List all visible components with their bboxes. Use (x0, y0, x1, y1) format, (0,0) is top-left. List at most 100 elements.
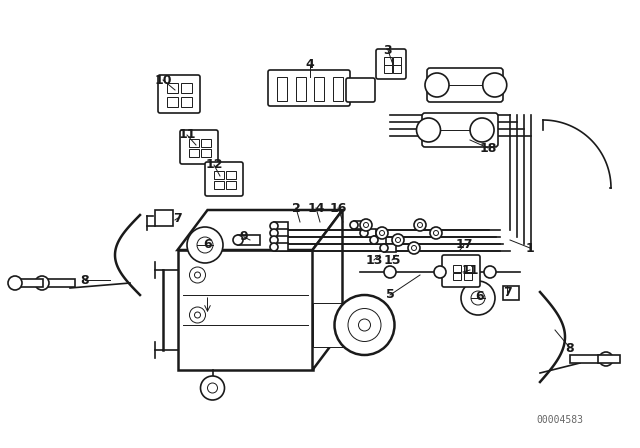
Bar (384, 244, 396, 252)
FancyBboxPatch shape (376, 49, 406, 79)
Bar (214, 171, 224, 179)
Circle shape (380, 231, 385, 236)
Bar (226, 181, 236, 189)
Polygon shape (312, 210, 342, 370)
Circle shape (358, 319, 371, 331)
Bar (296, 77, 306, 101)
Bar (201, 149, 211, 157)
Circle shape (187, 227, 223, 263)
FancyBboxPatch shape (180, 130, 218, 164)
Bar (274, 243, 288, 251)
FancyBboxPatch shape (422, 113, 498, 147)
Circle shape (195, 312, 200, 318)
Text: 5: 5 (386, 289, 394, 302)
Circle shape (233, 235, 243, 245)
Text: 4: 4 (306, 59, 314, 72)
Circle shape (360, 229, 368, 237)
Bar (277, 77, 287, 101)
Bar (384, 65, 392, 73)
FancyBboxPatch shape (205, 162, 243, 196)
Bar (181, 83, 192, 93)
Circle shape (414, 219, 426, 231)
Circle shape (408, 242, 420, 254)
Circle shape (364, 223, 369, 228)
Circle shape (380, 244, 388, 252)
Text: 3: 3 (384, 43, 392, 56)
Text: 7: 7 (502, 285, 511, 298)
Bar (177, 250, 312, 370)
Bar (45, 279, 75, 287)
Circle shape (189, 267, 205, 283)
Bar (314, 77, 324, 101)
Circle shape (425, 73, 449, 97)
FancyBboxPatch shape (158, 75, 200, 113)
Bar (333, 77, 343, 101)
Circle shape (270, 229, 278, 237)
Circle shape (370, 236, 378, 244)
Bar (238, 235, 260, 245)
Circle shape (350, 221, 358, 229)
Circle shape (335, 295, 394, 355)
Circle shape (599, 352, 613, 366)
Text: 13: 13 (365, 254, 383, 267)
Bar (364, 229, 376, 237)
Text: 15: 15 (383, 254, 401, 267)
Bar (570, 355, 602, 363)
Circle shape (430, 227, 442, 239)
Circle shape (392, 234, 404, 246)
Bar (189, 149, 199, 157)
FancyBboxPatch shape (427, 68, 503, 102)
Text: 16: 16 (330, 202, 347, 215)
Circle shape (461, 281, 495, 315)
Text: 18: 18 (479, 142, 497, 155)
Bar (167, 97, 178, 107)
Circle shape (417, 118, 440, 142)
Bar (167, 83, 178, 93)
FancyBboxPatch shape (268, 70, 350, 106)
Bar (226, 171, 236, 179)
FancyBboxPatch shape (346, 78, 375, 102)
Bar (201, 139, 211, 147)
Bar (312, 303, 342, 347)
Circle shape (360, 219, 372, 231)
Text: 14: 14 (307, 202, 324, 215)
Circle shape (270, 222, 278, 230)
Text: 2: 2 (292, 202, 300, 215)
Bar (598, 355, 620, 363)
Bar (464, 265, 472, 272)
Bar (393, 57, 401, 65)
Circle shape (483, 73, 507, 97)
Text: 6: 6 (476, 290, 484, 303)
Circle shape (200, 376, 225, 400)
Bar (393, 65, 401, 73)
Circle shape (197, 237, 213, 253)
Text: 8: 8 (566, 341, 574, 354)
Bar (384, 57, 392, 65)
Circle shape (384, 266, 396, 278)
Text: 9: 9 (240, 231, 248, 244)
Text: 8: 8 (81, 273, 90, 287)
Bar (181, 97, 192, 107)
Bar (189, 139, 199, 147)
Circle shape (8, 276, 22, 290)
Circle shape (270, 243, 278, 251)
Circle shape (195, 272, 200, 278)
Bar (274, 222, 288, 230)
Circle shape (433, 231, 438, 236)
Circle shape (470, 118, 494, 142)
Circle shape (189, 307, 205, 323)
Text: 12: 12 (205, 159, 223, 172)
Bar (374, 236, 386, 244)
Circle shape (348, 309, 381, 341)
Bar (464, 273, 472, 280)
Bar (453, 273, 461, 280)
Text: 10: 10 (154, 73, 172, 86)
Circle shape (412, 246, 417, 250)
Text: 1: 1 (525, 241, 534, 254)
Polygon shape (177, 210, 342, 250)
Circle shape (417, 223, 422, 228)
Bar (354, 221, 366, 229)
Circle shape (396, 237, 401, 242)
Text: 11: 11 (179, 129, 196, 142)
Circle shape (434, 266, 446, 278)
